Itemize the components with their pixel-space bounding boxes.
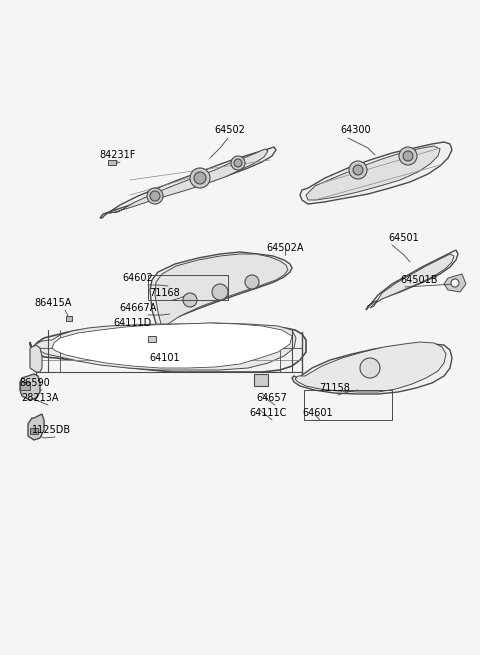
Circle shape: [212, 284, 228, 300]
Circle shape: [147, 188, 163, 204]
Text: 64502: 64502: [215, 125, 245, 135]
Circle shape: [231, 156, 245, 170]
Bar: [148, 336, 156, 342]
Polygon shape: [155, 254, 288, 328]
Bar: [108, 160, 116, 165]
Text: 64111C: 64111C: [249, 408, 287, 418]
Bar: [254, 374, 268, 386]
Polygon shape: [150, 252, 292, 330]
Circle shape: [451, 279, 459, 287]
Circle shape: [183, 293, 197, 307]
Polygon shape: [444, 274, 466, 292]
Polygon shape: [28, 414, 44, 440]
Text: 64667A: 64667A: [120, 303, 156, 313]
Polygon shape: [300, 142, 452, 204]
Polygon shape: [292, 344, 452, 394]
Polygon shape: [52, 323, 292, 368]
Text: 86590: 86590: [20, 378, 50, 388]
Circle shape: [190, 168, 210, 188]
Polygon shape: [109, 149, 268, 213]
Text: 64300: 64300: [340, 125, 371, 135]
Polygon shape: [370, 254, 454, 308]
Polygon shape: [306, 146, 440, 200]
Text: 64502A: 64502A: [266, 243, 304, 253]
Circle shape: [150, 191, 160, 201]
Text: 64657: 64657: [257, 393, 288, 403]
Text: 71168: 71168: [150, 288, 180, 298]
Text: 86415A: 86415A: [34, 298, 72, 308]
Bar: [20, 382, 30, 390]
Text: 71158: 71158: [320, 383, 350, 393]
Text: 64602: 64602: [122, 273, 154, 283]
Polygon shape: [295, 342, 446, 392]
Circle shape: [194, 172, 206, 184]
Text: 64101: 64101: [150, 353, 180, 363]
Bar: [304, 390, 392, 420]
Text: 64501B: 64501B: [400, 275, 437, 285]
Text: 64111D: 64111D: [114, 318, 152, 328]
Polygon shape: [30, 345, 42, 372]
Polygon shape: [366, 250, 458, 310]
Bar: [66, 316, 72, 321]
Text: 64501: 64501: [388, 233, 419, 243]
Polygon shape: [100, 147, 276, 218]
Polygon shape: [30, 328, 306, 372]
Text: 1125DB: 1125DB: [33, 425, 72, 435]
Circle shape: [353, 165, 363, 175]
Polygon shape: [20, 374, 40, 400]
Circle shape: [399, 147, 417, 165]
Circle shape: [349, 161, 367, 179]
Text: 28213A: 28213A: [21, 393, 59, 403]
Circle shape: [403, 151, 413, 161]
Circle shape: [360, 358, 380, 378]
Circle shape: [245, 275, 259, 289]
Bar: [148, 275, 228, 300]
Polygon shape: [34, 323, 296, 370]
Text: 64601: 64601: [303, 408, 333, 418]
Bar: [30, 428, 38, 434]
Text: 84231F: 84231F: [100, 150, 136, 160]
Circle shape: [234, 159, 242, 167]
